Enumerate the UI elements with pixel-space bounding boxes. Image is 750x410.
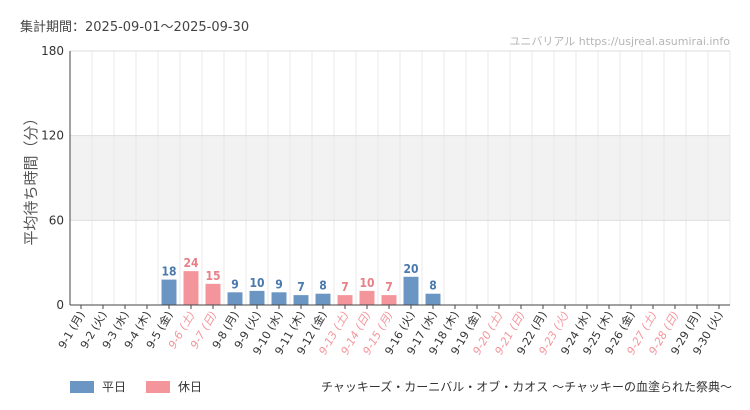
- y-tick-label: 120: [41, 129, 64, 143]
- bar: [227, 292, 243, 305]
- legend-label-weekday: 平日: [102, 380, 127, 394]
- legend-swatch-holiday: [146, 380, 171, 393]
- bar: [315, 293, 331, 305]
- y-tick-label: 0: [56, 298, 64, 312]
- legend-item-holiday: 休日: [146, 378, 202, 395]
- data-label: 18: [161, 265, 176, 279]
- legend: 平日 休日: [70, 378, 222, 395]
- legend-label-holiday: 休日: [178, 380, 203, 394]
- data-label: 20: [403, 262, 418, 276]
- bar: [293, 295, 309, 305]
- y-axis-title: 平均待ち時間（分）: [22, 110, 40, 245]
- bar: [403, 276, 419, 305]
- data-label: 10: [249, 276, 264, 290]
- data-label: 15: [205, 269, 220, 283]
- data-label: 9: [231, 277, 239, 291]
- bar: [337, 295, 353, 305]
- data-label: 10: [359, 276, 374, 290]
- bar: [271, 292, 287, 305]
- y-tick-label: 180: [41, 44, 64, 58]
- data-label: 8: [319, 279, 327, 293]
- site-watermark: ユニバリアル https://usjreal.asumirai.info: [509, 35, 730, 48]
- data-label: 7: [297, 280, 305, 294]
- data-label: 7: [385, 280, 393, 294]
- bar: [183, 271, 199, 305]
- data-label: 7: [341, 280, 349, 294]
- bar: [359, 290, 375, 305]
- legend-swatch-weekday: [70, 380, 94, 393]
- data-label: 24: [183, 256, 199, 270]
- legend-item-weekday: 平日: [70, 378, 126, 395]
- data-label: 8: [429, 279, 437, 293]
- bar: [161, 279, 177, 305]
- bar: [205, 283, 221, 305]
- data-label: 9: [275, 277, 283, 291]
- bar: [249, 290, 265, 305]
- attraction-name: チャッキーズ・カーニバル・オブ・カオス 〜チャッキーの血塗られた祭典〜: [321, 380, 732, 394]
- y-tick-label: 60: [49, 213, 64, 227]
- bar: [381, 295, 397, 305]
- period-label: 集計期間：2025-09-01〜2025-09-30: [20, 20, 250, 35]
- bar: [425, 293, 441, 305]
